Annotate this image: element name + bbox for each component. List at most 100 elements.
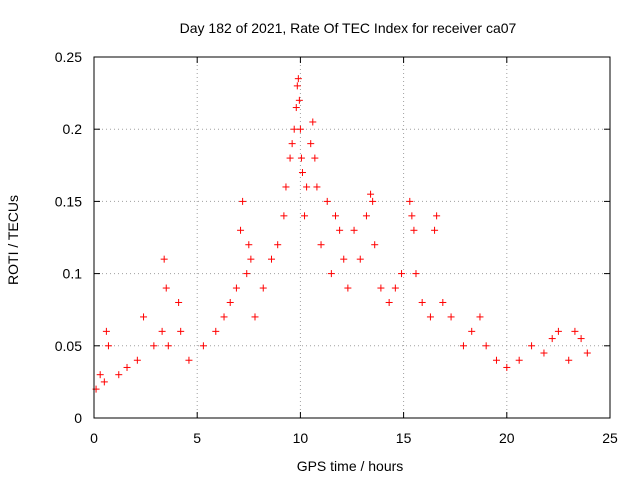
y-tick-label: 0.15 bbox=[55, 193, 82, 209]
data-point bbox=[158, 327, 166, 335]
data-point bbox=[243, 270, 251, 278]
data-point bbox=[327, 270, 335, 278]
data-point bbox=[398, 270, 406, 278]
data-point bbox=[293, 82, 301, 90]
y-tick-label: 0.05 bbox=[55, 338, 82, 354]
data-point bbox=[482, 342, 490, 350]
data-point bbox=[367, 190, 375, 198]
x-tick-label: 20 bbox=[499, 430, 515, 446]
data-point bbox=[290, 125, 298, 133]
data-point bbox=[317, 241, 325, 249]
data-point bbox=[245, 241, 253, 249]
data-point bbox=[102, 327, 110, 335]
data-point bbox=[280, 212, 288, 220]
data-point bbox=[164, 342, 172, 350]
data-point bbox=[96, 371, 104, 379]
data-point bbox=[282, 183, 290, 191]
data-point bbox=[104, 342, 112, 350]
x-tick-label: 10 bbox=[293, 430, 309, 446]
data-point bbox=[292, 104, 300, 112]
data-point bbox=[226, 298, 234, 306]
x-tick-label: 5 bbox=[193, 430, 201, 446]
data-point bbox=[175, 298, 183, 306]
y-tick-label: 0 bbox=[74, 410, 82, 426]
data-point bbox=[548, 335, 556, 343]
data-point bbox=[340, 255, 348, 263]
data-point bbox=[150, 342, 158, 350]
data-point bbox=[162, 284, 170, 292]
chart-title: Day 182 of 2021, Rate Of TEC Index for r… bbox=[180, 20, 517, 36]
y-tick-label: 0.2 bbox=[63, 121, 83, 137]
data-point bbox=[303, 183, 311, 191]
data-point bbox=[160, 255, 168, 263]
data-point bbox=[133, 356, 141, 364]
data-point bbox=[177, 327, 185, 335]
data-point bbox=[274, 241, 282, 249]
data-point bbox=[426, 313, 434, 321]
data-point bbox=[212, 327, 220, 335]
data-point bbox=[503, 363, 511, 371]
data-point bbox=[311, 154, 319, 162]
data-point bbox=[540, 349, 548, 357]
data-point bbox=[309, 118, 317, 126]
data-point bbox=[259, 284, 267, 292]
data-point bbox=[220, 313, 228, 321]
data-point bbox=[439, 298, 447, 306]
data-point bbox=[356, 255, 364, 263]
data-point bbox=[371, 241, 379, 249]
y-axis-label: ROTI / TECUs bbox=[5, 195, 21, 285]
data-point bbox=[247, 255, 255, 263]
data-point bbox=[565, 356, 573, 364]
data-point bbox=[476, 313, 484, 321]
data-point bbox=[298, 169, 306, 177]
data-point bbox=[232, 284, 240, 292]
data-point bbox=[185, 356, 193, 364]
data-point bbox=[140, 313, 148, 321]
data-point bbox=[492, 356, 500, 364]
data-point bbox=[307, 140, 315, 148]
x-axis-label: GPS time / hours bbox=[297, 458, 404, 474]
data-point bbox=[528, 342, 536, 350]
data-point bbox=[406, 197, 414, 205]
data-point bbox=[412, 270, 420, 278]
data-point bbox=[239, 197, 247, 205]
data-point bbox=[433, 212, 441, 220]
data-point bbox=[468, 327, 476, 335]
data-point bbox=[295, 96, 303, 104]
data-point bbox=[410, 226, 418, 234]
data-point bbox=[350, 226, 358, 234]
data-point bbox=[323, 197, 331, 205]
data-point bbox=[408, 212, 416, 220]
grid-lines bbox=[94, 57, 610, 418]
data-point bbox=[237, 226, 245, 234]
y-tick-label: 0.25 bbox=[55, 49, 82, 65]
data-points bbox=[92, 75, 591, 393]
data-point bbox=[199, 342, 207, 350]
data-point bbox=[362, 212, 370, 220]
data-point bbox=[447, 313, 455, 321]
data-point bbox=[100, 378, 108, 386]
data-point bbox=[286, 154, 294, 162]
data-point bbox=[115, 371, 123, 379]
data-point bbox=[571, 327, 579, 335]
x-tick-label: 0 bbox=[90, 430, 98, 446]
data-point bbox=[577, 335, 585, 343]
data-point bbox=[251, 313, 259, 321]
data-point bbox=[336, 226, 344, 234]
data-point bbox=[296, 125, 304, 133]
data-point bbox=[459, 342, 467, 350]
x-tick-label: 15 bbox=[396, 430, 412, 446]
data-point bbox=[297, 154, 305, 162]
data-point bbox=[369, 197, 377, 205]
data-point bbox=[301, 212, 309, 220]
data-point bbox=[515, 356, 523, 364]
tick-labels: 0 5 10 15 20 25 0 0.05 0.1 0.15 0.2 0.25 bbox=[55, 49, 618, 446]
data-point bbox=[123, 363, 131, 371]
data-point bbox=[418, 298, 426, 306]
data-point bbox=[331, 212, 339, 220]
data-point bbox=[344, 284, 352, 292]
data-point bbox=[377, 284, 385, 292]
data-point bbox=[294, 75, 302, 83]
